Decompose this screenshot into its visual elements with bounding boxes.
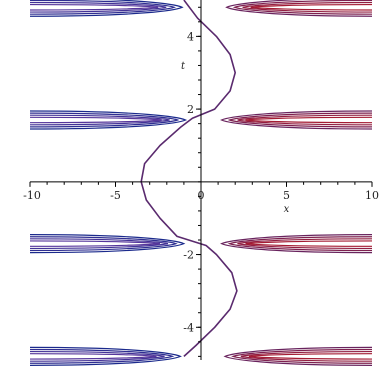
contour-line-left xyxy=(29,234,186,254)
contour-line-left xyxy=(29,238,169,250)
x-tick-label: -10 xyxy=(23,189,41,202)
contour-line-right xyxy=(227,236,373,252)
contour-band xyxy=(29,234,373,254)
y-tick-label: 2 xyxy=(187,103,194,116)
contour-line-right xyxy=(245,116,373,124)
contour-line-left xyxy=(29,3,159,11)
contour-line-right xyxy=(237,114,373,126)
contour-line-left xyxy=(29,346,182,366)
x-tick-label: 10 xyxy=(365,189,379,202)
contour-line-right xyxy=(242,1,373,13)
contour-bands xyxy=(29,0,373,366)
y-tick-label: 4 xyxy=(187,30,194,43)
contour-line-left xyxy=(29,114,170,126)
y-tick-label: -4 xyxy=(183,321,194,334)
contour-line-left xyxy=(29,240,160,247)
axis-labels: x t xyxy=(181,61,290,215)
contour-line-right xyxy=(225,0,373,17)
axes: -10 -5 0 5 10 -4 -2 2 4 xyxy=(23,0,379,360)
contour-line-right xyxy=(232,0,373,15)
contour-line-right xyxy=(250,3,373,11)
contour-line-right xyxy=(245,240,373,247)
contour-band xyxy=(29,346,373,366)
y-axis-label: t xyxy=(181,61,186,72)
contour-line-left xyxy=(29,116,162,124)
contour-band xyxy=(29,0,373,17)
contour-line-left xyxy=(29,236,178,252)
x-axis-label: x xyxy=(284,204,290,215)
contour-line-right xyxy=(220,234,373,254)
y-tick-label: -2 xyxy=(183,249,194,262)
contour-line-left xyxy=(29,0,177,15)
contour-line-right xyxy=(223,346,373,366)
x-tick-label: 0 xyxy=(198,189,205,202)
x-tick-label: 5 xyxy=(283,189,290,202)
contour-line-right xyxy=(240,350,373,362)
contour-line-left xyxy=(29,353,157,360)
contour-line-right xyxy=(227,112,373,128)
contour-line-left xyxy=(29,348,175,364)
x-tick-label: -5 xyxy=(110,189,121,202)
contour-line-right xyxy=(220,110,373,130)
contour-band xyxy=(29,110,373,130)
contour-line-right xyxy=(248,353,373,360)
contour-line-right xyxy=(237,238,373,250)
contour-line-left xyxy=(29,110,188,130)
contour-line-right xyxy=(231,348,373,364)
contour-line-left xyxy=(29,0,184,17)
central-curve xyxy=(140,0,238,357)
contour-line-left xyxy=(29,112,180,128)
contour-line-left xyxy=(29,1,167,13)
contour-line-left xyxy=(29,350,165,362)
central-curve-path xyxy=(140,0,238,357)
